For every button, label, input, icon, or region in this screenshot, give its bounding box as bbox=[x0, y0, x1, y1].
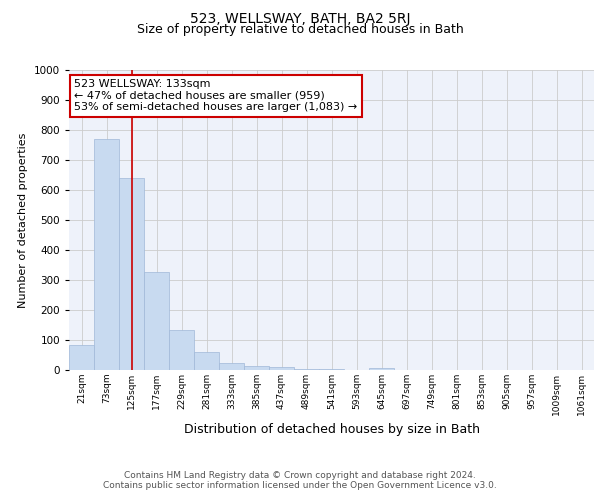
Bar bbox=[144, 272, 169, 370]
Text: 523, WELLSWAY, BATH, BA2 5RJ: 523, WELLSWAY, BATH, BA2 5RJ bbox=[190, 12, 410, 26]
Bar bbox=[119, 178, 144, 370]
Text: Size of property relative to detached houses in Bath: Size of property relative to detached ho… bbox=[137, 24, 463, 36]
Bar bbox=[369, 368, 394, 370]
Bar bbox=[244, 366, 269, 370]
Bar bbox=[169, 330, 194, 370]
Bar bbox=[269, 367, 294, 370]
Bar bbox=[69, 345, 94, 370]
Bar bbox=[94, 139, 119, 370]
X-axis label: Distribution of detached houses by size in Bath: Distribution of detached houses by size … bbox=[184, 423, 479, 436]
Y-axis label: Number of detached properties: Number of detached properties bbox=[18, 132, 28, 308]
Text: 523 WELLSWAY: 133sqm
← 47% of detached houses are smaller (959)
53% of semi-deta: 523 WELLSWAY: 133sqm ← 47% of detached h… bbox=[74, 79, 358, 112]
Text: Contains HM Land Registry data © Crown copyright and database right 2024.
Contai: Contains HM Land Registry data © Crown c… bbox=[103, 470, 497, 490]
Bar bbox=[194, 352, 219, 370]
Bar bbox=[319, 369, 344, 370]
Bar bbox=[219, 362, 244, 370]
Bar bbox=[294, 368, 319, 370]
